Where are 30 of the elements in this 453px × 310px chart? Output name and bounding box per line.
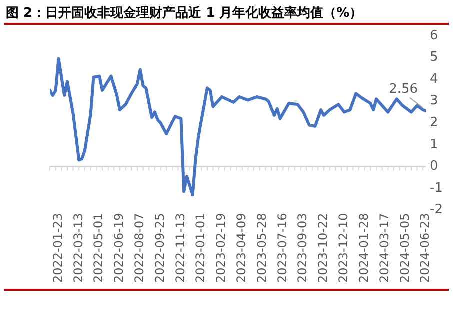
y-tick-label: -1 bbox=[430, 180, 444, 196]
x-tick-label: 2024-06-23 bbox=[418, 213, 432, 284]
y-tick-label: 4 bbox=[430, 72, 438, 87]
x-tick-label: 2023-12-10 bbox=[336, 213, 351, 284]
y-tick-label: -2 bbox=[430, 202, 444, 218]
annotation: 2.56 bbox=[389, 82, 418, 97]
y-tick-label: 1 bbox=[430, 137, 438, 152]
x-tick-label: 2023-09-03 bbox=[296, 213, 310, 284]
x-tick-label: 2023-02-19 bbox=[214, 213, 228, 284]
x-tick-label: 2023-07-16 bbox=[275, 213, 290, 284]
x-tick-label: 2022-09-25 bbox=[152, 213, 167, 284]
chart-title: 图 2：日开固收非现金理财产品近 1 月年化收益率均值（%） bbox=[6, 4, 363, 22]
x-tick-label: 2023-01-01 bbox=[194, 213, 208, 284]
x-tick-label: 2022-01-23 bbox=[50, 213, 65, 284]
y-tick-label: 0 bbox=[430, 159, 438, 174]
y-tick-label: 6 bbox=[430, 28, 438, 44]
x-tick-label: 2024-03-17 bbox=[377, 213, 392, 284]
x-tick-label: 2022-08-07 bbox=[132, 213, 146, 284]
x-tick-label: 2023-10-22 bbox=[316, 213, 330, 284]
y-tick-label: 5 bbox=[430, 50, 438, 66]
x-tick-label: 2024-05-05 bbox=[398, 213, 412, 284]
x-tick-label: 2024-01-28 bbox=[356, 213, 371, 284]
x-tick-label: 2023-05-28 bbox=[254, 213, 269, 284]
y-tick-label: 2 bbox=[430, 116, 438, 131]
y-tick-label: 3 bbox=[430, 94, 438, 109]
x-tick-label: 2022-05-01 bbox=[92, 213, 106, 284]
x-tick-label: 2022-03-13 bbox=[71, 213, 86, 284]
x-tick-label: 2022-06-19 bbox=[112, 213, 126, 284]
x-tick-label: 2023-04-09 bbox=[234, 213, 249, 284]
x-tick-label: 2022-11-13 bbox=[173, 213, 188, 284]
